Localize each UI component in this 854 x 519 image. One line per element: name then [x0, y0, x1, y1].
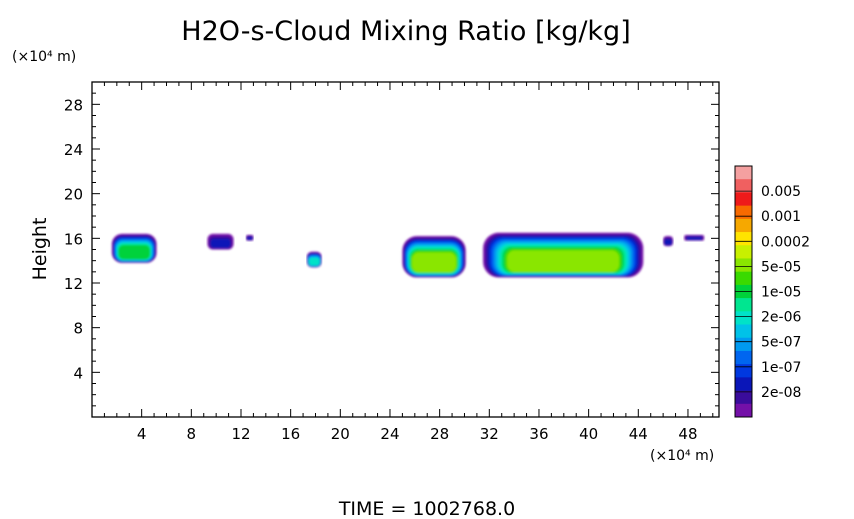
colorbar-swatch [735, 390, 752, 405]
cloud-fields [111, 232, 705, 278]
colorbar-swatch [735, 205, 752, 220]
colorbar-label: 5e-07 [761, 335, 801, 351]
cloud-contour [507, 250, 620, 272]
cloud-contour [118, 245, 150, 260]
colorbar-label: 1e-05 [761, 285, 801, 301]
colorbar: 0.005 0.001 0.0002 5e-05 1e-05 2e-06 5e-07 1e-0… [734, 165, 810, 418]
x-tick-label: 44 [629, 425, 648, 443]
x-tick-label: 12 [231, 425, 250, 443]
colorbar-swatch [735, 232, 752, 246]
y-tick-label: 24 [64, 141, 83, 159]
x-tick-label: 24 [380, 425, 399, 443]
chart-title: H2O-s-Cloud Mixing Ratio [kg/kg] [181, 16, 630, 47]
colorbar-label: 0.0002 [761, 234, 810, 250]
colorbar-swatch [735, 258, 752, 273]
colorbar-swatch [735, 364, 752, 378]
x-tick-label: 4 [137, 425, 147, 443]
colorbar-label: 2e-08 [761, 385, 801, 401]
x-tick-label: 16 [281, 425, 300, 443]
cloud-6 [483, 232, 644, 278]
colorbar-swatch [735, 324, 752, 339]
colorbar-swatch [735, 179, 752, 193]
plot-frame [91, 81, 720, 418]
colorbar-swatch [735, 298, 752, 312]
colorbar-swatch [735, 245, 752, 259]
cloud-contour [308, 257, 320, 266]
x-tick-label: 28 [430, 425, 449, 443]
colorbar-swatch [735, 337, 752, 352]
cloud-contour [686, 236, 702, 241]
colorbar-swatch [735, 166, 752, 180]
x-tick-label: 48 [678, 425, 697, 443]
colorbar-swatch [735, 218, 752, 233]
y-tick-label: 28 [64, 96, 83, 114]
x-tick-label: 36 [529, 425, 548, 443]
cloud-contour [411, 252, 457, 273]
y-unit-label: (×10⁴ m) [12, 49, 76, 65]
colorbar-swatch [735, 403, 752, 418]
colorbar-label: 0.005 [761, 184, 801, 200]
colorbar-swatch [735, 350, 752, 365]
y-tick-label: 16 [64, 230, 83, 248]
x-unit-label: (×10⁴ m) [650, 448, 714, 464]
cloud-contour [210, 238, 231, 248]
colorbar-swatch [735, 377, 752, 391]
cloud-1 [111, 233, 157, 263]
time-footer: TIME = 1002768.0 [338, 498, 515, 519]
x-tick-label: 40 [579, 425, 598, 443]
cloud-8 [684, 234, 705, 241]
cloud-5 [402, 236, 466, 278]
x-tick-label: 8 [187, 425, 197, 443]
colorbar-label: 1e-07 [761, 360, 801, 376]
cloud-contour [246, 236, 253, 241]
cloud-7 [663, 236, 674, 247]
x-tick-label: 20 [331, 425, 350, 443]
x-tick-label: 32 [480, 425, 499, 443]
colorbar-swatch [735, 192, 752, 207]
colorbar-swatch [735, 311, 752, 325]
colorbar-label: 2e-06 [761, 310, 801, 326]
cloud-2 [207, 233, 234, 250]
cloud-3 [245, 234, 254, 241]
y-tick-label: 4 [73, 364, 83, 382]
y-tick-label: 12 [64, 275, 83, 293]
colorbar-swatch [735, 271, 752, 286]
colorbar-label: 0.001 [761, 209, 801, 225]
cloud-contour [664, 239, 672, 246]
cloud-4 [306, 251, 322, 268]
y-axis-label: Height [29, 218, 51, 281]
y-tick-label: 8 [73, 320, 83, 338]
y-tick-label: 20 [64, 186, 83, 204]
colorbar-label: 5e-05 [761, 259, 801, 275]
